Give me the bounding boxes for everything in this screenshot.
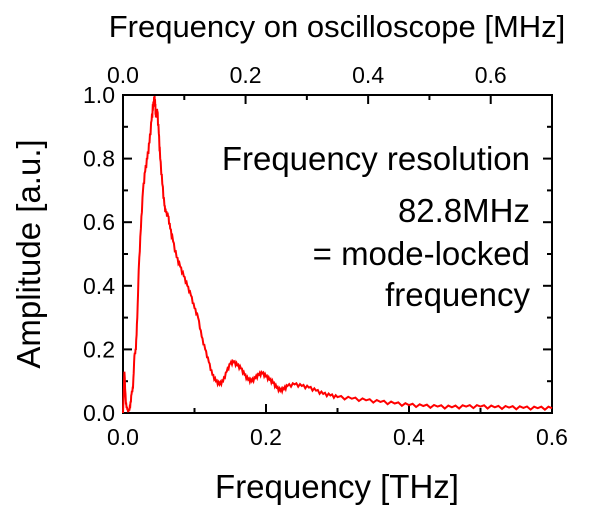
y-tick-label: 0.8 xyxy=(83,146,115,172)
x2-tick-label: 0.2 xyxy=(230,62,262,88)
y-tick-label: 0.2 xyxy=(83,336,115,362)
x2-tick-label: 0.6 xyxy=(475,62,507,88)
annotation-line-2: 82.8MHz xyxy=(398,192,530,229)
x-tick-label: 0.2 xyxy=(250,424,282,450)
x-tick-label: 0.4 xyxy=(393,424,425,450)
x-tick-label: 0.6 xyxy=(536,424,568,450)
spectrum-line xyxy=(122,95,553,414)
x-tick-label: 0.0 xyxy=(107,424,139,450)
annotation: Frequency resolution 82.8MHz = mode-lock… xyxy=(222,140,531,313)
ticks xyxy=(122,94,553,414)
y-tick-label: 0.4 xyxy=(83,273,115,299)
x2-tick-label: 0.4 xyxy=(352,62,384,88)
annotation-line-3: = mode-locked xyxy=(313,235,530,272)
x2-tick-label: 0.0 xyxy=(107,62,139,88)
tick-labels: 0.0 0.2 0.4 0.60.00.20.40.60.81.00.0 0.2 0.4 0… xyxy=(83,62,568,450)
y-axis-label: Amplitude [a.u.] xyxy=(10,139,47,368)
y-tick-label: 1.0 xyxy=(83,82,115,108)
annotation-line-1: Frequency resolution xyxy=(222,140,530,177)
y-tick-label: 0.6 xyxy=(83,209,115,235)
annotation-line-4: frequency xyxy=(385,276,530,313)
y-tick-label: 0.0 xyxy=(83,400,115,426)
x-axis-label: Frequency [THz] xyxy=(215,468,459,505)
top-axis-label: Frequency on oscilloscope [MHz] xyxy=(109,9,566,44)
